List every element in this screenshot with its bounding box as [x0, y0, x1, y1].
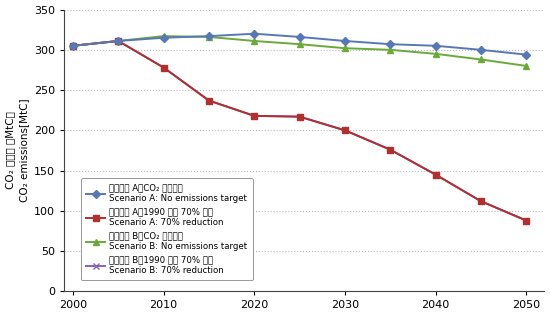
シナリオ A：CO₂ 制約なし
Scenario A: No emissions target: (2e+03, 305): No emissions target: (2e+03, 305) [70, 44, 76, 48]
シナリオ A：CO₂ 制約なし
Scenario A: No emissions target: (2e+03, 311): No emissions target: (2e+03, 311) [115, 39, 122, 43]
シナリオ A：1990 年比 70% 削減
Scenario A: 70% reduction: (2.04e+03, 112): 70% reduction: (2.04e+03, 112) [477, 199, 484, 203]
シナリオ A：1990 年比 70% 削減
Scenario A: 70% reduction: (2e+03, 305): 70% reduction: (2e+03, 305) [70, 44, 76, 48]
シナリオ B：1990 年比 70% 削減
Scenario B: 70% reduction: (2e+03, 311): 70% reduction: (2e+03, 311) [115, 39, 122, 43]
シナリオ B：CO₂ 制約なし
Scenario B: No emissions target: (2e+03, 305): No emissions target: (2e+03, 305) [70, 44, 76, 48]
シナリオ B：CO₂ 制約なし
Scenario B: No emissions target: (2.05e+03, 280): No emissions target: (2.05e+03, 280) [523, 64, 530, 68]
シナリオ B：1990 年比 70% 削減
Scenario B: 70% reduction: (2.04e+03, 112): 70% reduction: (2.04e+03, 112) [477, 199, 484, 203]
シナリオ A：CO₂ 制約なし
Scenario A: No emissions target: (2.04e+03, 305): No emissions target: (2.04e+03, 305) [432, 44, 439, 48]
シナリオ B：CO₂ 制約なし
Scenario B: No emissions target: (2.01e+03, 317): No emissions target: (2.01e+03, 317) [160, 34, 167, 38]
シナリオ A：CO₂ 制約なし
Scenario A: No emissions target: (2.02e+03, 320): No emissions target: (2.02e+03, 320) [251, 32, 257, 36]
シナリオ B：CO₂ 制約なし
Scenario B: No emissions target: (2.03e+03, 302): No emissions target: (2.03e+03, 302) [342, 46, 348, 50]
シナリオ A：CO₂ 制約なし
Scenario A: No emissions target: (2.04e+03, 307): No emissions target: (2.04e+03, 307) [387, 42, 394, 46]
シナリオ A：1990 年比 70% 削減
Scenario A: 70% reduction: (2.04e+03, 145): 70% reduction: (2.04e+03, 145) [432, 173, 439, 177]
シナリオ A：CO₂ 制約なし
Scenario A: No emissions target: (2.03e+03, 311): No emissions target: (2.03e+03, 311) [342, 39, 348, 43]
シナリオ B：1990 年比 70% 削減
Scenario B: 70% reduction: (2.01e+03, 278): 70% reduction: (2.01e+03, 278) [160, 66, 167, 70]
シナリオ B：CO₂ 制約なし
Scenario B: No emissions target: (2.02e+03, 316): No emissions target: (2.02e+03, 316) [206, 35, 212, 39]
Line: シナリオ A：1990 年比 70% 削減
Scenario A: 70% reduction: シナリオ A：1990 年比 70% 削減 Scenario A: 70% re… [70, 38, 529, 223]
シナリオ B：CO₂ 制約なし
Scenario B: No emissions target: (2.04e+03, 300): No emissions target: (2.04e+03, 300) [387, 48, 394, 52]
シナリオ B：1990 年比 70% 削減
Scenario B: 70% reduction: (2.02e+03, 237): 70% reduction: (2.02e+03, 237) [206, 99, 212, 102]
シナリオ B：CO₂ 制約なし
Scenario B: No emissions target: (2.02e+03, 311): No emissions target: (2.02e+03, 311) [251, 39, 257, 43]
シナリオ A：1990 年比 70% 削減
Scenario A: 70% reduction: (2.02e+03, 218): 70% reduction: (2.02e+03, 218) [251, 114, 257, 118]
シナリオ B：1990 年比 70% 削減
Scenario B: 70% reduction: (2.04e+03, 145): 70% reduction: (2.04e+03, 145) [432, 173, 439, 177]
シナリオ A：1990 年比 70% 削減
Scenario A: 70% reduction: (2.04e+03, 176): 70% reduction: (2.04e+03, 176) [387, 148, 394, 152]
Legend: シナリオ A：CO₂ 制約なし
Scenario A: No emissions target, シナリオ A：1990 年比 70% 削減
Scenario : シナリオ A：CO₂ 制約なし Scenario A: No emissions… [81, 178, 252, 280]
シナリオ A：1990 年比 70% 削減
Scenario A: 70% reduction: (2.05e+03, 88): 70% reduction: (2.05e+03, 88) [523, 219, 530, 222]
Line: シナリオ B：CO₂ 制約なし
Scenario B: No emissions target: シナリオ B：CO₂ 制約なし Scenario B: No emissions… [70, 33, 529, 69]
シナリオ A：CO₂ 制約なし
Scenario A: No emissions target: (2.02e+03, 317): No emissions target: (2.02e+03, 317) [206, 34, 212, 38]
シナリオ A：CO₂ 制約なし
Scenario A: No emissions target: (2.01e+03, 315): No emissions target: (2.01e+03, 315) [160, 36, 167, 40]
シナリオ B：1990 年比 70% 削減
Scenario B: 70% reduction: (2.03e+03, 200): 70% reduction: (2.03e+03, 200) [342, 129, 348, 132]
シナリオ B：1990 年比 70% 削減
Scenario B: 70% reduction: (2.02e+03, 218): 70% reduction: (2.02e+03, 218) [251, 114, 257, 118]
シナリオ A：1990 年比 70% 削減
Scenario A: 70% reduction: (2e+03, 311): 70% reduction: (2e+03, 311) [115, 39, 122, 43]
シナリオ B：CO₂ 制約なし
Scenario B: No emissions target: (2.02e+03, 307): No emissions target: (2.02e+03, 307) [296, 42, 303, 46]
シナリオ B：1990 年比 70% 削減
Scenario B: 70% reduction: (2.05e+03, 88): 70% reduction: (2.05e+03, 88) [523, 219, 530, 222]
シナリオ A：1990 年比 70% 削減
Scenario A: 70% reduction: (2.03e+03, 200): 70% reduction: (2.03e+03, 200) [342, 129, 348, 132]
シナリオ A：CO₂ 制約なし
Scenario A: No emissions target: (2.04e+03, 300): No emissions target: (2.04e+03, 300) [477, 48, 484, 52]
Line: シナリオ B：1990 年比 70% 削減
Scenario B: 70% reduction: シナリオ B：1990 年比 70% 削減 Scenario B: 70% re… [70, 38, 529, 223]
Y-axis label: CO₂ 排出量 ［MtC］
CO₂ emissions[MtC]: CO₂ 排出量 ［MtC］ CO₂ emissions[MtC] [6, 99, 30, 202]
シナリオ A：CO₂ 制約なし
Scenario A: No emissions target: (2.05e+03, 294): No emissions target: (2.05e+03, 294) [523, 53, 530, 57]
シナリオ B：1990 年比 70% 削減
Scenario B: 70% reduction: (2.04e+03, 176): 70% reduction: (2.04e+03, 176) [387, 148, 394, 152]
シナリオ B：CO₂ 制約なし
Scenario B: No emissions target: (2.04e+03, 288): No emissions target: (2.04e+03, 288) [477, 58, 484, 61]
シナリオ B：1990 年比 70% 削減
Scenario B: 70% reduction: (2e+03, 305): 70% reduction: (2e+03, 305) [70, 44, 76, 48]
シナリオ A：CO₂ 制約なし
Scenario A: No emissions target: (2.02e+03, 316): No emissions target: (2.02e+03, 316) [296, 35, 303, 39]
Line: シナリオ A：CO₂ 制約なし
Scenario A: No emissions target: シナリオ A：CO₂ 制約なし Scenario A: No emissions… [70, 31, 529, 58]
シナリオ B：CO₂ 制約なし
Scenario B: No emissions target: (2.04e+03, 295): No emissions target: (2.04e+03, 295) [432, 52, 439, 56]
シナリオ A：1990 年比 70% 削減
Scenario A: 70% reduction: (2.02e+03, 217): 70% reduction: (2.02e+03, 217) [296, 115, 303, 118]
シナリオ A：1990 年比 70% 削減
Scenario A: 70% reduction: (2.02e+03, 237): 70% reduction: (2.02e+03, 237) [206, 99, 212, 102]
シナリオ A：1990 年比 70% 削減
Scenario A: 70% reduction: (2.01e+03, 278): 70% reduction: (2.01e+03, 278) [160, 66, 167, 70]
シナリオ B：1990 年比 70% 削減
Scenario B: 70% reduction: (2.02e+03, 217): 70% reduction: (2.02e+03, 217) [296, 115, 303, 118]
シナリオ B：CO₂ 制約なし
Scenario B: No emissions target: (2e+03, 311): No emissions target: (2e+03, 311) [115, 39, 122, 43]
